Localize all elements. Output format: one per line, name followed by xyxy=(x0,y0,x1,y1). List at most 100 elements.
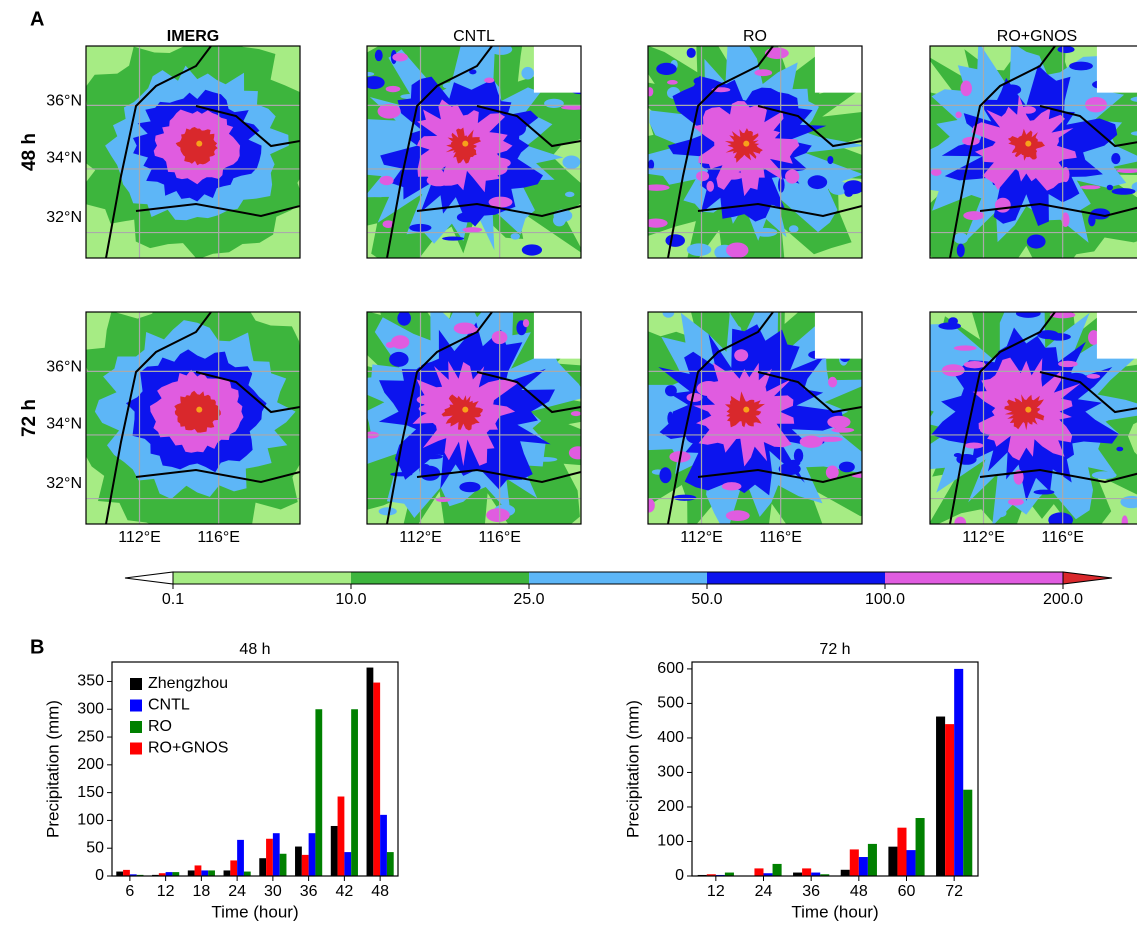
bar xyxy=(129,874,137,876)
x-tick-label: 42 xyxy=(335,883,353,900)
province-border xyxy=(697,202,862,218)
lon-label: 112°E xyxy=(399,529,442,546)
y-axis-label: Precipitation (mm) xyxy=(623,700,642,838)
legend-label: CNTL xyxy=(148,697,190,714)
city-marker xyxy=(196,406,203,413)
bar xyxy=(897,827,907,876)
bar xyxy=(963,789,973,876)
precip-cell xyxy=(562,155,581,169)
precip-cell xyxy=(374,49,383,62)
precip-cell xyxy=(561,105,581,110)
province-border xyxy=(697,468,862,484)
precip-cell xyxy=(726,242,749,258)
x-axis-label: Time (hour) xyxy=(791,902,878,921)
row-label: 72 h xyxy=(19,399,40,437)
province-border xyxy=(476,371,581,414)
precip-cell xyxy=(686,47,696,58)
bar xyxy=(243,871,251,876)
legend-swatch xyxy=(130,699,142,712)
precip-cell xyxy=(721,482,742,491)
precip-cell xyxy=(838,461,855,473)
precip-cell xyxy=(489,46,513,55)
precip-cell xyxy=(1121,515,1128,524)
map xyxy=(930,312,1137,524)
city-marker xyxy=(196,140,203,147)
x-tick-label: 12 xyxy=(707,883,725,900)
precip-cell xyxy=(442,236,465,241)
lat-label: 36°N xyxy=(46,92,82,109)
y-tick-label: 100 xyxy=(77,812,104,829)
map-frame xyxy=(929,311,1137,525)
province-border xyxy=(1039,371,1137,414)
precip-cell xyxy=(462,227,483,233)
precip-cell xyxy=(843,180,862,195)
precip-cell xyxy=(828,376,838,388)
precip-cell xyxy=(807,175,828,190)
map xyxy=(930,46,1137,258)
lon-label: 116°E xyxy=(478,529,521,546)
lat-label: 34°N xyxy=(46,150,82,167)
no-rain xyxy=(533,46,581,93)
y-tick-label: 400 xyxy=(657,729,684,746)
map-frame xyxy=(366,311,582,525)
legend-label: RO+GNOS xyxy=(148,740,228,757)
precip-cell xyxy=(686,392,703,402)
bar xyxy=(344,852,352,876)
province-border xyxy=(386,46,493,258)
bar xyxy=(888,846,898,876)
precip-cell xyxy=(827,155,834,165)
chart-title: 48 h xyxy=(239,641,270,658)
bar xyxy=(724,872,734,876)
province-border xyxy=(757,371,862,414)
colorbar-segment xyxy=(707,572,885,584)
bar xyxy=(230,860,238,876)
precip-cell xyxy=(1091,471,1117,479)
lon-label: 116°E xyxy=(1041,529,1084,546)
colorbar-segment xyxy=(529,572,707,584)
precip-cell xyxy=(696,170,710,182)
bar xyxy=(315,709,323,876)
province-border xyxy=(416,202,581,218)
colorbar-extend xyxy=(124,571,174,585)
precip-cell xyxy=(816,436,843,442)
y-axis-label: Precipitation (mm) xyxy=(43,700,62,838)
precip-cell xyxy=(1061,212,1070,228)
precip-cell xyxy=(665,234,685,247)
precip-cell xyxy=(570,411,581,417)
y-tick-label: 50 xyxy=(86,839,104,856)
bar xyxy=(867,843,877,876)
x-tick-label: 36 xyxy=(300,883,318,900)
precip-cell xyxy=(659,467,672,484)
precip-cell xyxy=(378,507,397,516)
precip-cell xyxy=(1085,97,1107,113)
precip-cell xyxy=(385,85,401,93)
bar xyxy=(802,868,812,876)
plot-frame xyxy=(691,661,979,877)
precip-cell xyxy=(1008,498,1024,506)
bar xyxy=(945,724,955,876)
precip-cell xyxy=(382,220,395,228)
province-border xyxy=(667,312,774,524)
map xyxy=(367,46,581,258)
city-marker xyxy=(743,406,750,413)
legend-label: RO xyxy=(148,718,172,735)
precip-cell xyxy=(963,361,986,369)
plot-frame xyxy=(111,661,399,877)
precip-cell xyxy=(391,335,410,349)
precip-cell xyxy=(941,364,965,377)
province-border xyxy=(979,468,1137,484)
precip-cell xyxy=(948,317,958,325)
x-axis-label: Time (hour) xyxy=(211,902,298,921)
colorbar-label: 0.1 xyxy=(162,591,184,608)
precip-cell xyxy=(544,98,564,108)
precip-cell xyxy=(1026,234,1046,249)
bar xyxy=(772,863,782,876)
precip-cell xyxy=(831,427,855,433)
bar xyxy=(266,838,273,876)
bar xyxy=(165,872,173,876)
x-tick-label: 18 xyxy=(192,883,210,900)
bar xyxy=(301,854,309,876)
legend-label: Zhengzhou xyxy=(148,675,228,692)
bar xyxy=(811,872,821,876)
